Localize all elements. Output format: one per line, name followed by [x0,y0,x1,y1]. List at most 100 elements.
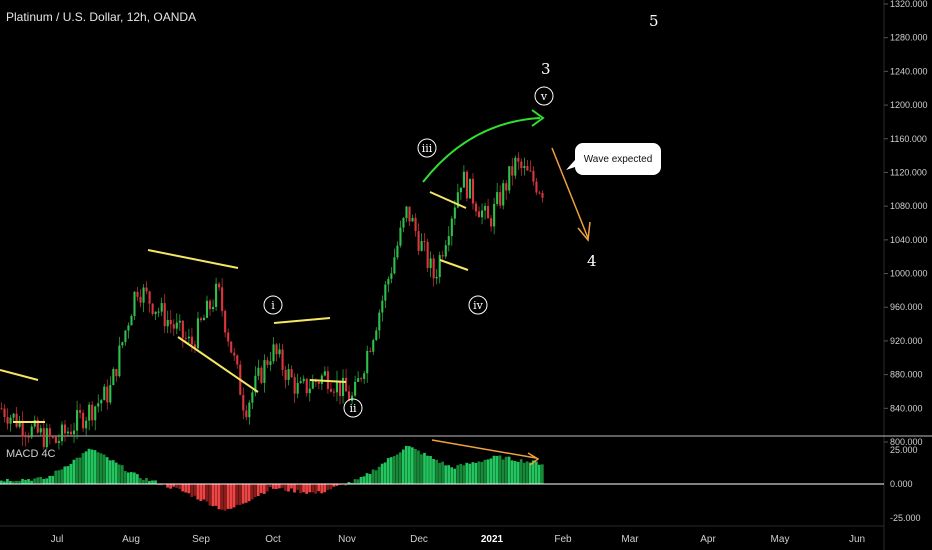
macd-bar [151,480,154,484]
candle-body [499,192,502,206]
candle-body [233,352,236,356]
macd-bar [417,450,420,484]
macd-bar [522,462,526,484]
candle-body [142,287,145,303]
wave-expected-callout[interactable]: Wave expected [575,143,661,175]
price-tick-label: 1080.000 [890,201,928,211]
candle-body [287,369,290,381]
trendline[interactable] [429,191,467,209]
roman-label-v: v [534,86,554,106]
orange-arrow-icon[interactable] [551,147,589,239]
macd-bar [486,459,490,484]
candle-body [447,236,450,246]
macd-bar [217,484,221,510]
candle-body [384,284,387,301]
macd-bar [30,480,33,484]
green-arrowhead-icon [531,109,545,127]
macd-bar [401,449,405,484]
candle-body [72,430,76,435]
macd-bar [498,455,502,484]
macd-bar [81,453,85,484]
macd-bar [386,458,390,484]
macd-bar [368,474,372,484]
candle-body [85,420,88,429]
candle-body [94,406,97,421]
macd-bar [438,462,441,484]
candle-body [9,417,12,424]
candle-body [477,211,481,218]
macd-bar [108,460,112,484]
candle-body [139,296,142,303]
macd-histogram [0,445,544,511]
candle-body [396,245,399,258]
candle-body [405,206,408,219]
candle-body [100,400,103,404]
price-axis[interactable]: 1320.000 1280.000 1240.000 1200.000 1160.000… [884,0,928,447]
candle-body [272,344,275,362]
candle-body [169,319,172,325]
trendline[interactable] [177,336,259,393]
price-tick-label: 1320.000 [890,0,928,9]
macd-bar [99,453,103,484]
candle-body [103,386,106,401]
macd-bar [259,484,263,494]
macd-divergence-line[interactable] [431,439,537,459]
candle-body [184,337,187,339]
trendline[interactable] [273,317,331,324]
macd-bar [232,484,236,508]
candle-body [420,241,423,251]
candle-body [496,192,499,204]
candle-body [106,386,109,403]
candle-body [357,378,360,382]
candle-body [24,436,27,438]
candle-body [408,206,411,222]
macd-bar [54,470,58,484]
macd-bar [320,484,324,494]
candle-body [275,344,278,355]
time-axis[interactable]: Jul Aug Sep Oct Nov Dec 2021 Feb Mar Apr May Jun [51,534,865,545]
macd-bar [87,448,91,484]
candle-body [332,391,336,393]
macd-bar [24,479,27,484]
macd-bar [244,484,248,503]
candle-body [82,412,85,429]
time-tick-label: Aug [122,534,140,545]
macd-bar [513,461,517,484]
candle-body [187,336,190,339]
candle-body [51,436,54,438]
macd-tick-label: -25.000 [890,513,921,523]
macd-bar [528,462,532,484]
candle-body [151,303,154,315]
price-tick-label: 1000.000 [890,269,928,279]
candle-body [535,181,538,193]
macd-axis[interactable]: 25.000 0.000 -25.000 [890,445,921,523]
macd-indicator-title[interactable]: MACD 4C [6,448,56,460]
macd-bar [441,461,444,484]
price-tick-label: 880.000 [890,370,923,380]
candle-body [429,258,432,269]
green-arrow-icon[interactable] [422,117,541,183]
macd-bar [211,484,215,507]
macd-bar [90,449,94,484]
candle-body [341,377,345,397]
macd-bar [450,467,454,484]
svg-text:i: i [271,299,275,312]
trendline[interactable] [147,249,239,269]
macd-bar [516,461,520,484]
candle-body [199,318,203,321]
chart-title[interactable]: Platinum / U.S. Dollar, 12h, OANDA [6,10,197,24]
trendline[interactable] [439,259,469,271]
macd-bar [287,484,290,492]
price-tick-label: 1040.000 [890,235,928,245]
candle-body [248,402,251,418]
candle-body [190,336,193,345]
trendlines[interactable] [0,191,469,423]
macd-bar [426,455,429,484]
macd-bar [462,465,466,484]
trendline[interactable] [0,369,39,381]
macd-bar [247,484,251,502]
trendline[interactable] [309,379,347,383]
candle-body [42,428,45,448]
macd-bar [540,464,544,484]
